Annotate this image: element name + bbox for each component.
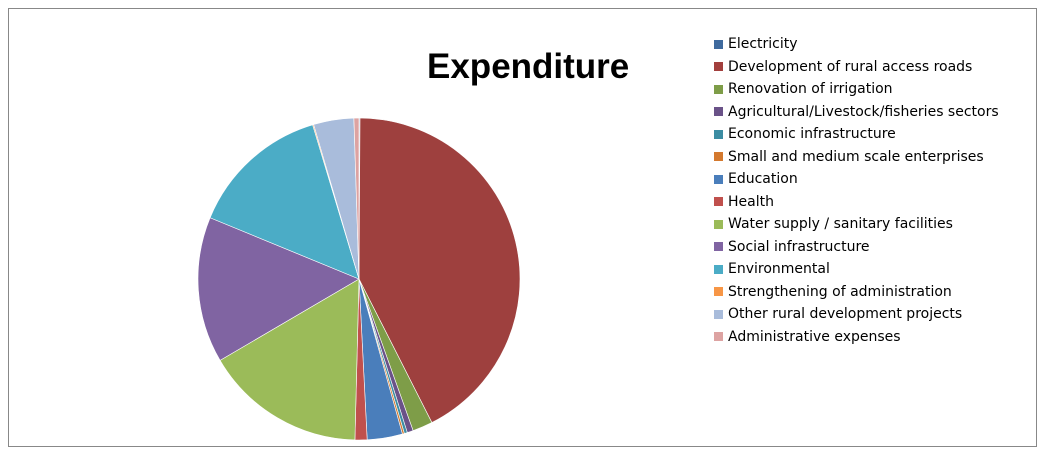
legend-label: Electricity xyxy=(728,36,798,53)
legend-label: Economic infrastructure xyxy=(728,126,896,143)
legend-swatch xyxy=(714,152,723,162)
legend-swatch xyxy=(714,129,723,139)
legend-label: Administrative expenses xyxy=(728,328,901,345)
legend-swatch xyxy=(714,174,723,184)
legend-swatch xyxy=(714,287,723,297)
legend-entry: Renovation of irrigation xyxy=(714,78,1045,101)
legend-entry: Environmental xyxy=(714,258,1045,281)
legend-swatch xyxy=(714,309,723,319)
legend-entry: Small and medium scale enterprises xyxy=(714,146,1045,169)
legend-entry: Administrative expenses xyxy=(714,326,1045,349)
chart-area: Expenditure Electricity Development of ru… xyxy=(8,8,1037,447)
pie-slice-administrative-expenses xyxy=(353,117,360,280)
legend-entry: Social infrastructure xyxy=(714,236,1045,259)
legend-label: Health xyxy=(728,193,774,210)
legend-swatch xyxy=(714,39,723,49)
legend-entry: Other rural development projects xyxy=(714,303,1045,326)
pie-slice-environmental xyxy=(209,124,360,280)
legend-swatch xyxy=(714,84,723,94)
legend-entry: Water supply / sanitary facilities xyxy=(714,213,1045,236)
legend-entry: Strengthening of administration xyxy=(714,281,1045,304)
legend-entry: Electricity xyxy=(714,33,1045,56)
legend-label: Agricultural/Livestock/fisheries sectors xyxy=(728,103,999,120)
pie-chart xyxy=(197,117,521,441)
legend-label: Development of rural access roads xyxy=(728,58,973,75)
legend-swatch xyxy=(714,62,723,72)
pie-slice-water-supply-sanitary-facilities xyxy=(219,278,360,441)
legend-label: Strengthening of administration xyxy=(728,283,952,300)
legend-swatch xyxy=(714,197,723,207)
legend-label: Renovation of irrigation xyxy=(728,81,893,98)
legend-label: Other rural development projects xyxy=(728,306,963,323)
legend-swatch xyxy=(714,242,723,252)
legend-label: Environmental xyxy=(728,261,830,278)
legend-swatch xyxy=(714,107,723,117)
pie-slice-social-infrastructure xyxy=(197,217,360,361)
legend-entry: Economic infrastructure xyxy=(714,123,1045,146)
legend-label: Social infrastructure xyxy=(728,238,870,255)
pie-slice-development-of-rural-access-roads xyxy=(358,117,521,423)
legend-label: Education xyxy=(728,171,798,188)
legend-swatch xyxy=(714,219,723,229)
chart-legend: Electricity Development of rural access r… xyxy=(714,33,1045,348)
legend-entry: Development of rural access roads xyxy=(714,56,1045,79)
legend-entry: Education xyxy=(714,168,1045,191)
legend-entry: Agricultural/Livestock/fisheries sectors xyxy=(714,101,1045,124)
legend-entry: Health xyxy=(714,191,1045,214)
legend-label: Small and medium scale enterprises xyxy=(728,148,984,165)
legend-swatch xyxy=(714,332,723,342)
legend-swatch xyxy=(714,264,723,274)
chart-title: Expenditure xyxy=(427,47,630,86)
legend-label: Water supply / sanitary facilities xyxy=(728,216,953,233)
